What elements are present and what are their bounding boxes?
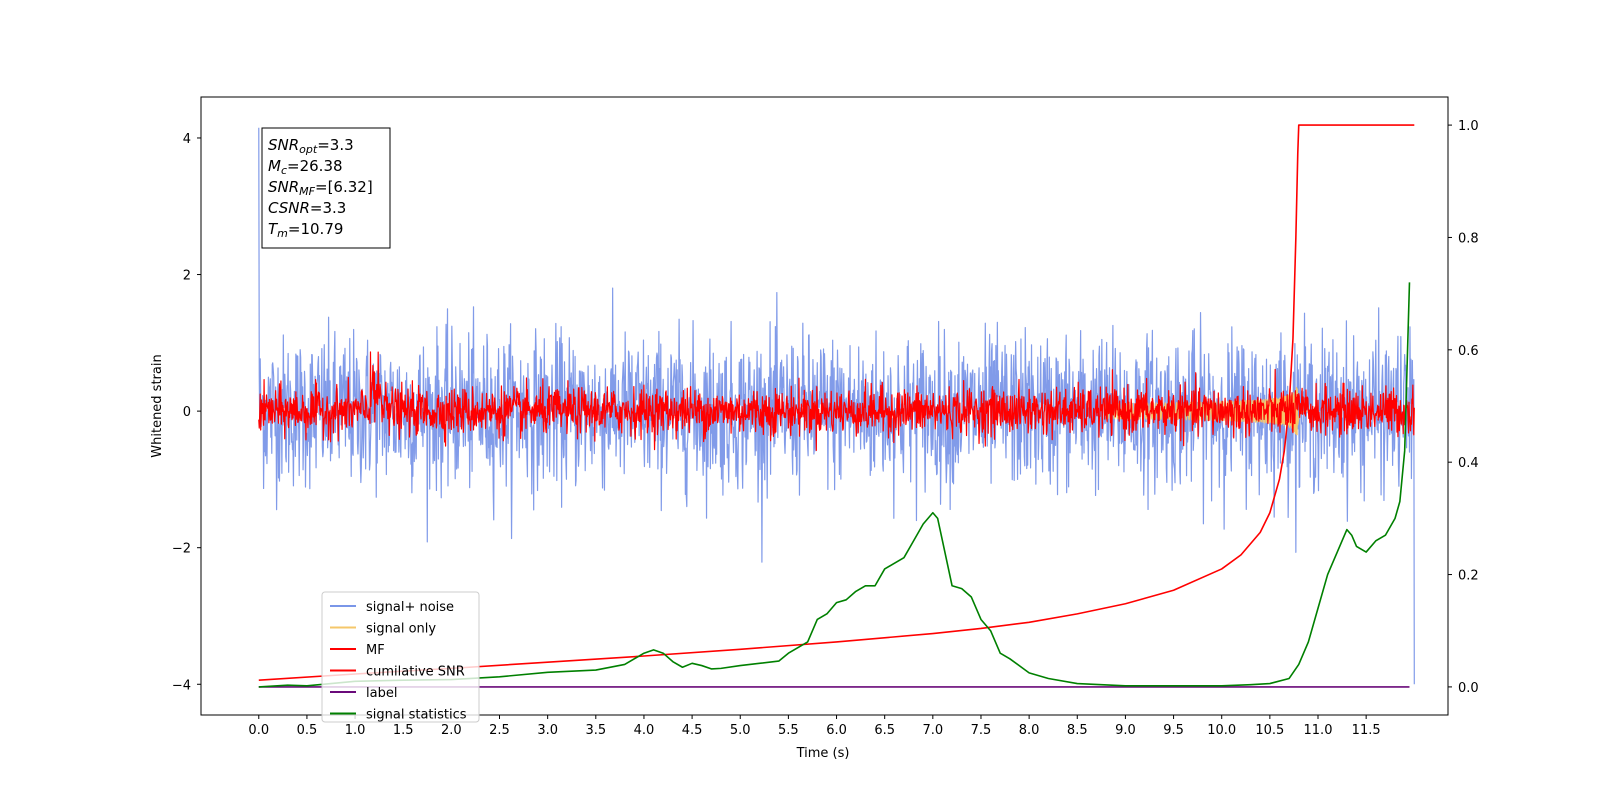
y-tick-label: 4 [183,132,191,147]
x-tick-label: 8.0 [1019,723,1040,738]
legend-label-signal-statistics: signal statistics [366,708,467,723]
x-tick-label: 5.0 [730,723,751,738]
x-tick-label: 1.0 [345,723,366,738]
series-signal-statistics-line [258,282,1411,688]
x-tick-label: 2.5 [489,723,510,738]
y-axis-label: Whitened strain [150,354,165,457]
info-line: SNRopt=3.3 [268,136,354,156]
x-tick-label: 10.5 [1255,723,1284,738]
series-cumilative-snr-line [258,124,1415,681]
x-tick-label: 1.5 [393,723,414,738]
y2-tick-label: 0.0 [1458,681,1479,696]
x-tick-label: 3.0 [537,723,558,738]
x-tick-label: 7.5 [971,723,992,738]
info-line: CSNR=3.3 [268,199,346,217]
info-line: SNRMF=[6.32] [268,178,373,198]
x-tick-label: 0.0 [248,723,269,738]
info-box-frame [261,127,391,249]
info-line: Tm=10.79 [268,220,343,240]
x-tick-label: 0.5 [297,723,318,738]
y-tick-label: 0 [183,405,191,420]
y2-tick-label: 0.2 [1458,569,1479,584]
x-tick-label: 8.5 [1067,723,1088,738]
x-axis-label: Time (s) [796,746,850,761]
x-tick-label: 4.0 [634,723,655,738]
x-tick-label: 4.5 [682,723,703,738]
x-tick-label: 7.0 [922,723,943,738]
legend-label-label: label [366,686,397,701]
legend-label-signal-only: signal only [366,622,436,637]
plot-frame [200,96,1449,716]
legend: signal+ noise signal only MF cumilative SNR… [321,591,480,723]
y2-tick-label: 0.4 [1458,456,1479,471]
x-tick-label: 9.0 [1115,723,1136,738]
x-tick-label: 9.5 [1163,723,1184,738]
x-tick-label: 6.5 [874,723,895,738]
series-mf-line [258,351,1415,451]
x-tick-label: 5.5 [778,723,799,738]
y-tick-label: −4 [172,678,191,693]
y2-tick-label: 1.0 [1458,119,1479,134]
legend-label-signal-noise: signal+ noise [366,600,454,615]
y-tick-label: 2 [183,269,191,284]
legend-frame [321,591,480,723]
y2-tick-label: 0.6 [1458,344,1479,359]
legend-label-cumilative-snr: cumilative SNR [366,665,465,680]
x-tick-label: 6.0 [826,723,847,738]
y2-tick-label: 0.8 [1458,231,1479,246]
y-tick-label: −2 [172,542,191,557]
info-line: Mc=26.38 [268,157,343,177]
x-tick-label: 10.0 [1207,723,1236,738]
x-tick-label: 3.5 [585,723,606,738]
x-tick-label: 11.5 [1352,723,1381,738]
legend-label-mf: MF [366,643,385,658]
x-tick-label: 2.0 [441,723,462,738]
x-tick-label: 11.0 [1304,723,1333,738]
